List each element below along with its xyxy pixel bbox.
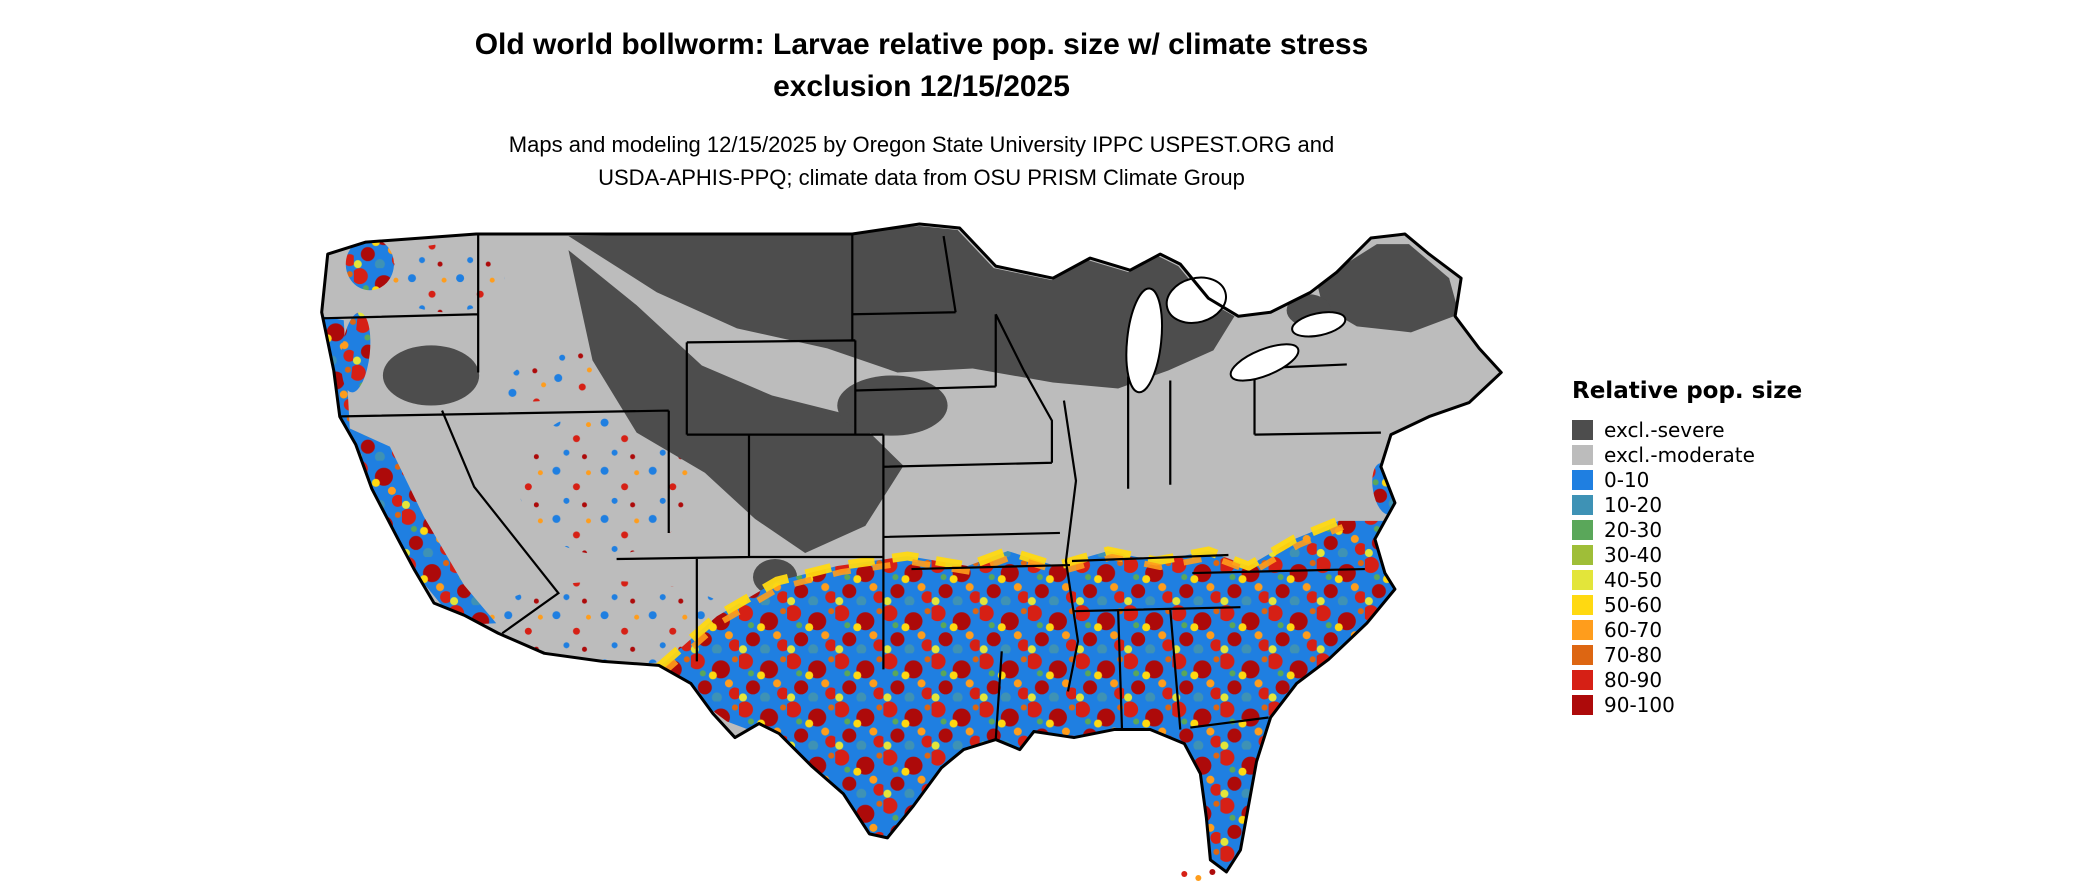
- legend-row-0-10: 0-10: [1572, 467, 1802, 492]
- legend-row-80-90: 80-90: [1572, 667, 1802, 692]
- legend-row-30-40: 30-40: [1572, 542, 1802, 567]
- sparse-risk-regions: [387, 244, 737, 666]
- legend-swatch-80-90: [1572, 669, 1593, 690]
- legend-swatch-excl-moderate: [1572, 444, 1593, 465]
- great-lakes: [1125, 276, 1347, 394]
- region-sandhills: [837, 375, 948, 436]
- legend-swatch-30-40: [1572, 544, 1593, 565]
- fringe-orange: [660, 524, 1344, 676]
- legend-row-20-30: 20-30: [1572, 517, 1802, 542]
- legend-label-0-10: 0-10: [1604, 467, 1650, 492]
- legend-title: Relative pop. size: [1572, 378, 1803, 404]
- legend-label-30-40: 30-40: [1604, 542, 1663, 567]
- state-borders: [321, 234, 1381, 740]
- map-subtitle-line-2: USDA-APHIS-PPQ; climate data from OSU PR…: [598, 165, 1245, 190]
- figure-header: Old world bollworm: Larvae relative pop.…: [0, 24, 1843, 194]
- fringe-yellow: [655, 516, 1341, 671]
- legend-label-excl-severe: excl.-severe: [1604, 417, 1725, 442]
- legend-swatch-excl-severe: [1572, 419, 1593, 440]
- legend-label-10-20: 10-20: [1604, 492, 1663, 517]
- legend-label-excl-moderate: excl.-moderate: [1604, 442, 1755, 467]
- legend: Relative pop. size excl.-severe excl.-mo…: [1572, 378, 1802, 717]
- map-title: Old world bollworm: Larvae relative pop.…: [0, 24, 1843, 108]
- legend-row-60-70: 60-70: [1572, 617, 1802, 642]
- legend-row-10-20: 10-20: [1572, 492, 1802, 517]
- severe-exclusion-regions: [382, 226, 1460, 596]
- legend-swatch-90-100: [1572, 694, 1593, 715]
- legend-swatch-20-30: [1572, 519, 1593, 540]
- legend-row-70-80: 70-80: [1572, 642, 1802, 667]
- region-great-basin: [518, 410, 695, 556]
- region-southern-us: [658, 520, 1409, 872]
- region-rockies: [568, 250, 904, 554]
- us-outline: [320, 222, 1503, 874]
- legend-label-50-60: 50-60: [1604, 592, 1663, 617]
- region-se-oregon: [382, 345, 480, 406]
- map-subtitle-line-1: Maps and modeling 12/15/2025 by Oregon S…: [508, 132, 1335, 157]
- us-map: [300, 220, 1535, 885]
- legend-swatch-40-50: [1572, 569, 1593, 590]
- legend-row-40-50: 40-50: [1572, 567, 1802, 592]
- us-map-svg: [320, 222, 1503, 881]
- region-northern-band: [568, 226, 1235, 389]
- mottled-risk-regions: [321, 238, 1409, 872]
- legend-swatch-50-60: [1572, 594, 1593, 615]
- legend-swatch-70-80: [1572, 644, 1593, 665]
- region-willamette-valley: [341, 312, 371, 393]
- legend-row-50-60: 50-60: [1572, 592, 1802, 617]
- lake-michigan: [1125, 287, 1164, 394]
- legend-label-70-80: 70-80: [1604, 642, 1663, 667]
- legend-label-40-50: 40-50: [1604, 567, 1663, 592]
- lake-erie: [1229, 343, 1300, 382]
- legend-label-90-100: 90-100: [1604, 692, 1675, 717]
- lake-ontario: [1291, 311, 1347, 338]
- region-puget-lowland: [345, 238, 394, 291]
- region-northeast: [1316, 244, 1460, 333]
- map-title-line-2: exclusion 12/15/2025: [773, 70, 1070, 103]
- legend-label-80-90: 80-90: [1604, 667, 1663, 692]
- legend-row-excl-moderate: excl.-moderate: [1572, 442, 1802, 467]
- legend-label-20-30: 20-30: [1604, 517, 1663, 542]
- legend-row-excl-severe: excl.-severe: [1572, 417, 1802, 442]
- legend-swatch-10-20: [1572, 494, 1593, 515]
- legend-swatch-0-10: [1572, 469, 1593, 490]
- map-title-line-1: Old world bollworm: Larvae relative pop.…: [474, 28, 1369, 61]
- legend-swatch-60-70: [1572, 619, 1593, 640]
- legend-label-60-70: 60-70: [1604, 617, 1663, 642]
- map-subtitle: Maps and modeling 12/15/2025 by Oregon S…: [0, 128, 1843, 194]
- region-az-nm-border: [486, 581, 737, 666]
- region-california: [343, 426, 497, 626]
- region-columbia-basin: [387, 244, 505, 313]
- florida-keys: [1181, 868, 1216, 881]
- legend-row-90-100: 90-100: [1572, 692, 1802, 717]
